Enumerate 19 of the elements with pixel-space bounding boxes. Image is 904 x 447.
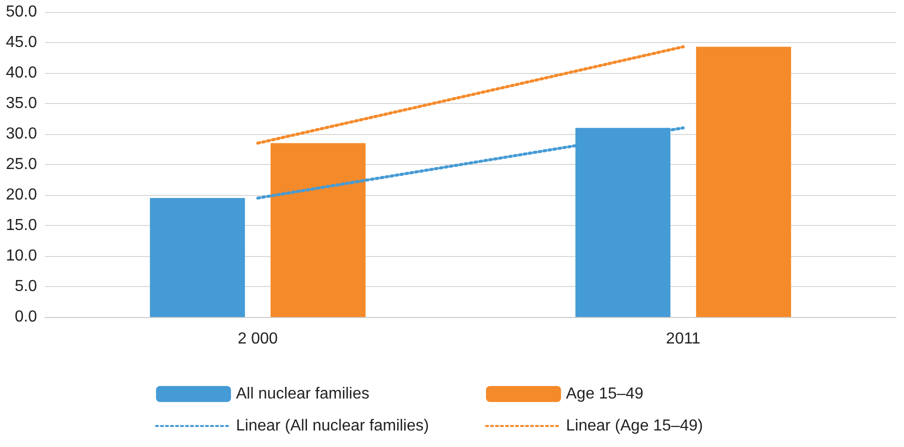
x-tick-label: 2011 xyxy=(666,330,701,348)
legend-label: All nuclear families xyxy=(236,386,370,402)
legend-label: Age 15–49 xyxy=(566,386,644,402)
y-tick-label: 10.0 xyxy=(6,248,38,264)
y-tick-label: 45.0 xyxy=(6,34,38,51)
x-tick-label: 2 000 xyxy=(238,330,278,348)
y-tick-label: 50.0 xyxy=(6,4,38,20)
bar xyxy=(696,46,792,317)
y-tick-label: 0.0 xyxy=(14,308,38,326)
y-tick-label: 5.0 xyxy=(14,278,38,295)
y-tick-label: 15.0 xyxy=(6,217,38,234)
y-tick-label: 25.0 xyxy=(6,156,38,173)
y-tick-label: 20.0 xyxy=(6,186,38,204)
bar xyxy=(150,198,245,317)
y-tick-label: 40.0 xyxy=(6,64,38,82)
y-tick-label: 30.0 xyxy=(6,126,38,142)
legend-label: Linear (Age 15–49) xyxy=(566,418,703,434)
y-tick-label: 35.0 xyxy=(6,95,38,112)
legend-label: Linear (All nuclear families) xyxy=(236,418,429,434)
